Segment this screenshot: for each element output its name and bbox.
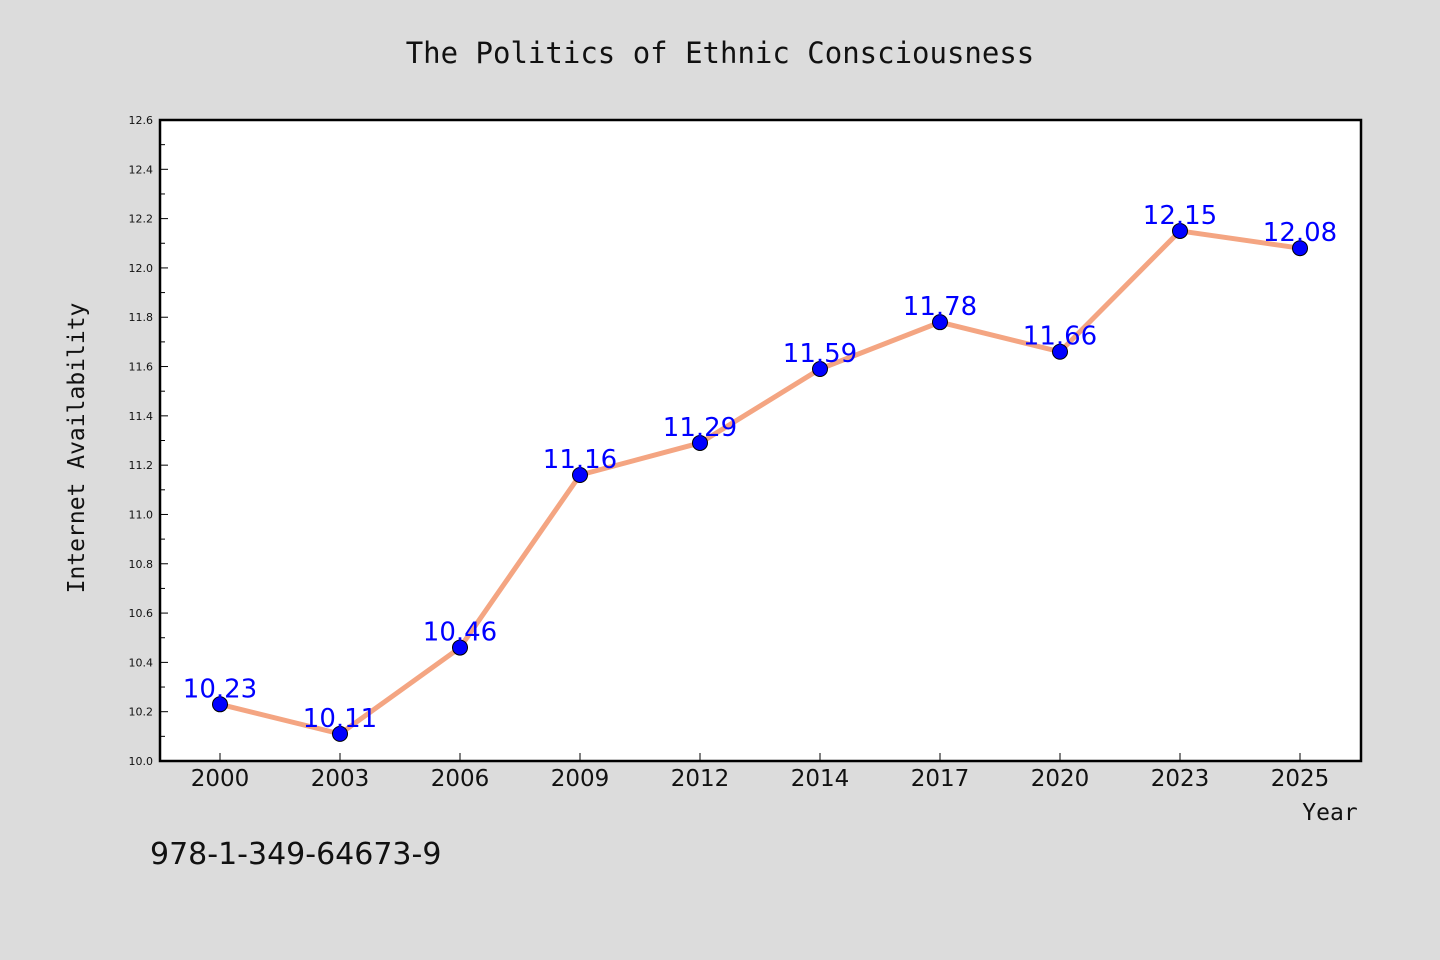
series-line — [217, 228, 1303, 737]
data-point — [692, 434, 708, 451]
data-markers — [212, 222, 1308, 742]
data-point — [452, 639, 468, 656]
x-axis-label: Year — [1302, 800, 1357, 826]
plot-frame — [158, 118, 1363, 763]
y-tick-label: 10.4 — [129, 656, 154, 669]
axis-ticks: 10.0 10.2 10.4 10.6 10.8 11.0 11.2 11.4 11.6 11.8… — [129, 114, 1330, 792]
plot-area — [160, 120, 1361, 761]
y-tick-label: 12.6 — [129, 114, 154, 127]
x-tick-label: 2020 — [1031, 766, 1090, 792]
y-tick-label: 11.2 — [129, 459, 154, 472]
x-tick-label: 2025 — [1271, 766, 1330, 792]
data-point — [1052, 343, 1068, 360]
data-label: 10.23 — [183, 674, 257, 704]
data-label: 11.29 — [663, 413, 737, 443]
x-tick-label: 2023 — [1151, 766, 1210, 792]
data-label: 10.11 — [303, 704, 377, 734]
x-tick-label: 2006 — [431, 766, 490, 792]
y-tick-label: 11.4 — [129, 410, 154, 423]
data-label: 11.78 — [903, 292, 977, 322]
data-label: 10.46 — [423, 618, 497, 648]
series-line-group — [217, 228, 1303, 737]
y-tick-label: 10.0 — [129, 755, 154, 768]
data-point — [1172, 222, 1188, 239]
x-tick-label: 2003 — [311, 766, 370, 792]
chart-title: The Politics of Ethnic Consciousness — [406, 36, 1035, 70]
y-tick-label: 10.2 — [129, 706, 154, 719]
data-label: 12.15 — [1143, 201, 1217, 231]
x-tick-label: 2009 — [551, 766, 610, 792]
y-tick-label: 11.8 — [129, 311, 154, 324]
x-tick-label: 2012 — [671, 766, 730, 792]
data-point — [1292, 240, 1308, 257]
data-point — [932, 314, 948, 331]
data-point — [332, 725, 348, 742]
y-axis-label: Internet Availability — [64, 303, 90, 594]
y-tick-label: 10.8 — [129, 558, 154, 571]
x-tick-label: 2017 — [911, 766, 970, 792]
footnote-isbn: 978-1-349-64673-9 — [150, 837, 441, 872]
data-label: 11.66 — [1023, 322, 1097, 352]
y-tick-label: 12.2 — [129, 213, 154, 226]
y-tick-label: 12.0 — [129, 262, 154, 275]
data-point — [572, 467, 588, 484]
data-label: 11.59 — [783, 339, 857, 369]
data-label: 11.16 — [543, 445, 617, 475]
y-tick-label: 11.0 — [129, 508, 154, 521]
y-tick-label: 12.4 — [129, 163, 154, 176]
data-label: 12.08 — [1263, 218, 1337, 248]
x-tick-label: 2000 — [191, 766, 250, 792]
y-tick-label: 11.6 — [129, 361, 154, 374]
x-tick-label: 2014 — [791, 766, 850, 792]
data-point — [212, 696, 228, 713]
data-point — [812, 361, 828, 378]
data-labels: 10.23 10.11 10.46 11.16 11.29 11.59 11.78 11.66… — [183, 201, 1337, 734]
y-tick-label: 10.6 — [129, 607, 154, 620]
